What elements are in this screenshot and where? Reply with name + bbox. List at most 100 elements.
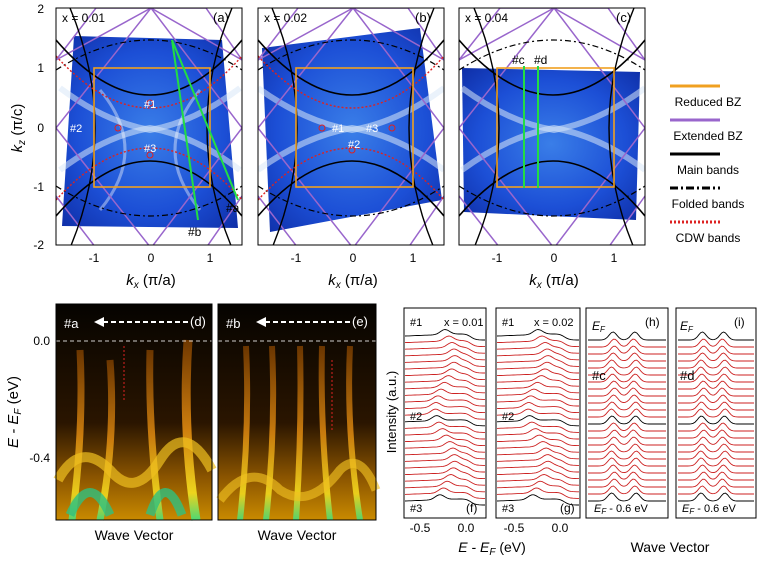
spectrum-curve: [678, 408, 754, 418]
doping-label-g: x = 0.02: [534, 317, 573, 329]
spectrum-curve: [678, 485, 754, 495]
panel-g: #1 x = 0.02 #2 #3 (g) -0.5 0.0: [495, 307, 581, 535]
doping-label-a: x = 0.01: [62, 11, 105, 25]
panel-label-d: (d): [190, 314, 206, 329]
spectrum-curve: [404, 480, 485, 493]
spectrum-curve: [496, 329, 579, 341]
marker-2-a: #2: [70, 123, 82, 135]
spectrum-curve: [404, 348, 485, 361]
spectrum-curve: [588, 436, 666, 446]
spectrum-curve: [588, 338, 666, 348]
spectrum-curve: [678, 401, 754, 411]
spectrum-curve: [496, 447, 579, 460]
panel-a: x = 0.01 (a) #1 #2 #3 #a #b: [55, 7, 243, 246]
spectrum-curve: [496, 415, 579, 427]
spectrum-curve: [404, 402, 485, 414]
cut-c-label: #c: [512, 53, 525, 67]
spectrum-curve: [496, 402, 579, 414]
spectrum-curve: [404, 428, 485, 440]
spectrum-curve: [678, 359, 754, 369]
edc-tick-f-0: 0.0: [458, 521, 475, 535]
panel-label-c: (c): [616, 10, 631, 25]
panel-c: x = 0.04 (c) #c #d: [458, 7, 646, 246]
spectrum-curve: [404, 467, 485, 480]
spectrum-curve: [588, 401, 666, 411]
spectrum-curve: [678, 338, 754, 348]
spectrum-curve: [588, 422, 666, 432]
cut-label-d: #a: [64, 316, 79, 331]
spectrum-curve: [678, 492, 754, 502]
spectrum-curve: [496, 375, 579, 387]
spectrum-curve: [404, 329, 485, 341]
top-label-h: EF: [592, 319, 606, 334]
legend-label-extended-bz: Extended BZ: [673, 129, 742, 143]
spectrum-curve: [496, 441, 579, 453]
spectrum-curve: [404, 388, 485, 400]
spectrum-curve: [404, 494, 485, 506]
energy-tick-0: 0.0: [33, 334, 50, 348]
spectrum-curve: [588, 429, 666, 439]
xlabel-d: Wave Vector: [95, 527, 174, 543]
marker-3-a: #3: [144, 143, 156, 155]
kx-tick-a-0: 0: [148, 251, 155, 265]
legend: Reduced BZ Extended BZ Main bands Folded…: [670, 84, 744, 245]
panel-e: #b (e) Wave Vector: [216, 303, 381, 543]
energy-tick-m04: -0.4: [29, 451, 50, 465]
marker-2-f: #2: [410, 411, 422, 423]
spectrum-curve: [496, 408, 579, 420]
cut-d-label: #d: [534, 53, 547, 67]
legend-label-main-bands: Main bands: [677, 163, 739, 177]
marker-3-f: #3: [410, 503, 422, 515]
kx-tick-a-1: 1: [207, 251, 214, 265]
doping-label-f: x = 0.01: [444, 317, 483, 329]
spectrum-curve: [496, 428, 579, 440]
marker-1-a: #1: [144, 99, 156, 111]
spectrum-curve: [678, 429, 754, 439]
mdc-curves-i: [678, 331, 754, 502]
edc-energy-label: E - EF (eV): [458, 539, 526, 558]
spectrum-curve: [588, 457, 666, 467]
top-label-i: EF: [680, 319, 694, 334]
panel-label-a: (a): [213, 10, 229, 25]
kz-tick-m2: -2: [33, 238, 44, 252]
kz-axis-label: kz (π/c): [9, 104, 28, 153]
spectrum-curve: [496, 348, 579, 361]
cut-label-e: #b: [226, 316, 240, 331]
spectrum-curve: [588, 373, 666, 383]
spectrum-curve: [588, 394, 666, 404]
spectrum-curve: [678, 464, 754, 474]
marker-3-g: #3: [502, 503, 514, 515]
energy-axis-label: E - EF (eV): [5, 376, 24, 448]
kx-tick-b-1: 1: [410, 251, 417, 265]
spectrum-curve: [588, 359, 666, 369]
spectrum-curve: [404, 355, 485, 367]
marker-2-g: #2: [502, 411, 514, 423]
spectrum-curve: [496, 474, 579, 486]
cut-b-label: #b: [188, 225, 202, 239]
panel-label-h: (h): [645, 315, 660, 329]
spectrum-curve: [404, 447, 485, 460]
spectrum-curve: [404, 395, 485, 407]
xlabel-e: Wave Vector: [258, 527, 337, 543]
kx-tick-a-m1: -1: [89, 251, 100, 265]
spectrum-curve: [496, 487, 579, 499]
spectrum-curve: [588, 471, 666, 481]
intensity-axis-label: Intensity (a.u.): [384, 371, 399, 453]
legend-label-cdw-bands: CDW bands: [676, 231, 741, 245]
spectrum-curve: [404, 434, 485, 447]
panel-label-b: (b): [415, 10, 431, 25]
spectrum-curve: [496, 494, 579, 506]
spectrum-curve: [588, 415, 666, 425]
panel-b: x = 0.02 (b) #1 #2 #3: [257, 7, 445, 246]
kz-axis: 2 1 0 -1 -2 kz (π/c): [9, 2, 44, 252]
kx-label-c: kx (π/a): [529, 272, 579, 291]
spectrum-curve: [588, 464, 666, 474]
panel-label-e: (e): [352, 314, 368, 329]
spectrum-curve: [404, 415, 485, 427]
spectrum-curve: [678, 436, 754, 446]
spectrum-curve: [678, 415, 754, 425]
spectrum-curve: [404, 487, 485, 499]
edc-tick-g-0: 0.0: [552, 521, 569, 535]
panel-i: EF (i) #d EF - 0.6 eV: [675, 307, 757, 519]
spectrum-curve: [678, 373, 754, 383]
